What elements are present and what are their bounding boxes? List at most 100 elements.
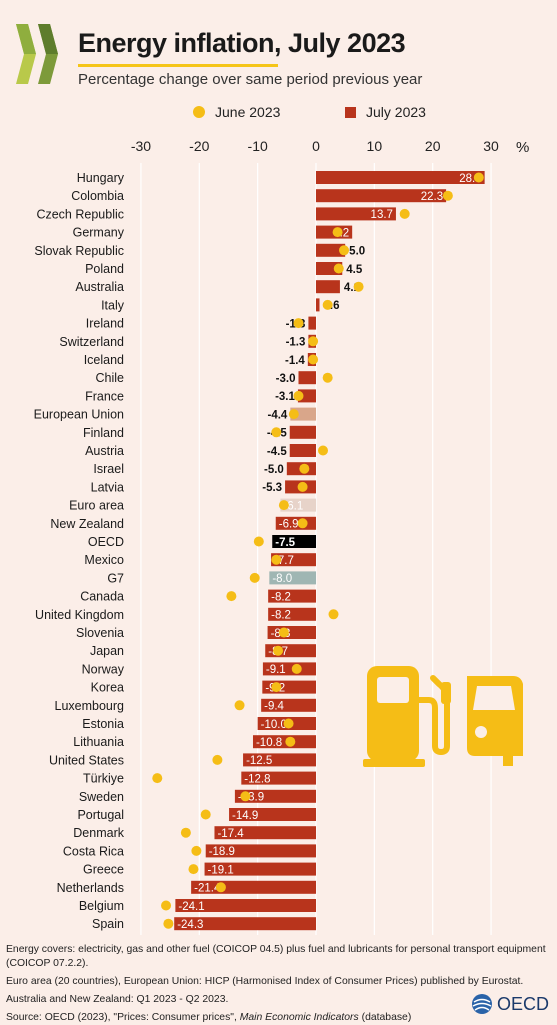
june-dot bbox=[339, 245, 350, 256]
bar-value-label: -1.4 bbox=[285, 355, 305, 367]
june-dot bbox=[212, 754, 223, 765]
bar-july bbox=[272, 535, 316, 548]
category-label: Belgium bbox=[79, 899, 124, 913]
bar-value-label: -12.8 bbox=[244, 773, 270, 785]
category-label: Israel bbox=[93, 462, 124, 476]
category-label: Ireland bbox=[86, 317, 124, 331]
june-dot bbox=[353, 281, 364, 292]
category-label: United Kingdom bbox=[35, 608, 124, 622]
category-label: United States bbox=[49, 753, 124, 767]
category-label: Iceland bbox=[84, 353, 124, 367]
category-label: Netherlands bbox=[57, 881, 124, 895]
june-dot bbox=[234, 700, 245, 711]
june-dot bbox=[332, 227, 343, 238]
category-label: New Zealand bbox=[50, 517, 124, 531]
june-dot bbox=[253, 536, 264, 547]
june-dot bbox=[297, 481, 308, 492]
june-dot bbox=[297, 518, 308, 529]
bar-july bbox=[316, 207, 396, 221]
category-label: Canada bbox=[80, 590, 124, 604]
june-dot bbox=[291, 663, 302, 674]
june-dot bbox=[293, 390, 304, 401]
category-label: Latvia bbox=[91, 480, 124, 494]
category-label: Slovak Republic bbox=[34, 244, 124, 258]
category-label: Mexico bbox=[84, 553, 124, 567]
june-dot bbox=[271, 554, 282, 565]
bar-july bbox=[297, 389, 316, 403]
category-label: Denmark bbox=[73, 826, 124, 840]
footnote-australia: Australia and New Zealand: Q1 2023 - Q2 … bbox=[6, 994, 229, 1005]
x-tick-label: 0 bbox=[312, 138, 320, 154]
bar-july bbox=[234, 789, 316, 803]
june-dot bbox=[271, 427, 282, 438]
bar-value-label: -18.9 bbox=[209, 846, 235, 858]
category-label: Greece bbox=[83, 863, 124, 877]
bar-july bbox=[174, 917, 316, 931]
category-label: Australia bbox=[75, 280, 124, 294]
bar-july bbox=[267, 626, 316, 639]
footnote-euro-area: Euro area (20 countries), European Union… bbox=[6, 976, 524, 987]
footnote-energy: Energy covers: electricity, gas and othe… bbox=[6, 944, 546, 969]
category-label: G7 bbox=[107, 571, 124, 585]
category-label: Euro area bbox=[69, 499, 124, 513]
category-label: Türkiye bbox=[83, 772, 124, 786]
june-dot bbox=[180, 827, 191, 838]
june-dot bbox=[271, 682, 282, 693]
category-label: Finland bbox=[83, 426, 124, 440]
bar-value-label: -8.2 bbox=[271, 610, 291, 622]
bar-value-label: -24.3 bbox=[177, 919, 203, 931]
x-tick-label: -20 bbox=[189, 138, 209, 154]
bar-july bbox=[214, 826, 316, 840]
category-label: Japan bbox=[90, 644, 124, 658]
legend-june: June 2023 bbox=[193, 104, 280, 120]
june-dot bbox=[152, 773, 163, 784]
bar-july bbox=[316, 171, 485, 184]
footnote-source: Source: OECD (2023), "Prices: Consumer p… bbox=[6, 1012, 412, 1023]
bar-value-label: -5.3 bbox=[262, 482, 282, 494]
bar-value-label: -8.2 bbox=[271, 591, 291, 603]
june-dot bbox=[318, 445, 329, 456]
june-dot bbox=[191, 845, 202, 856]
bar-july bbox=[280, 498, 316, 512]
june-dot bbox=[288, 409, 299, 420]
oecd-logo-text: OECD bbox=[496, 993, 549, 1014]
june-dot bbox=[322, 372, 333, 383]
june-dot bbox=[249, 572, 260, 583]
bar-value-label: -3.0 bbox=[276, 373, 296, 385]
bar-july bbox=[175, 899, 316, 912]
category-label: Poland bbox=[85, 262, 124, 276]
june-dot bbox=[308, 354, 319, 365]
category-label: Chile bbox=[96, 371, 125, 385]
bar-value-label: 22.3 bbox=[421, 191, 443, 203]
category-label: Czech Republic bbox=[36, 207, 124, 221]
page-subtitle: Percentage change over same period previ… bbox=[78, 71, 423, 88]
footnotes: Energy covers: electricity, gas and othe… bbox=[6, 943, 546, 1025]
category-label: Lithuania bbox=[73, 735, 124, 749]
june-dot bbox=[278, 627, 289, 638]
bar-july bbox=[241, 771, 316, 785]
globe-icon bbox=[471, 994, 492, 1014]
bar-july bbox=[268, 589, 316, 603]
june-dot bbox=[442, 190, 453, 201]
june-dot bbox=[188, 864, 199, 875]
oecd-chevrons-logo bbox=[16, 24, 58, 84]
bar-value-label: -4.5 bbox=[267, 446, 287, 458]
june-dot bbox=[473, 172, 484, 183]
fuel-pump-and-car-icon bbox=[363, 666, 523, 767]
x-tick-label: -30 bbox=[131, 138, 151, 154]
bar-value-label: -3.1 bbox=[275, 391, 295, 403]
category-label: Colombia bbox=[71, 189, 124, 203]
category-label: Portugal bbox=[77, 808, 124, 822]
bar-july bbox=[289, 444, 316, 457]
bar-value-label: -12.5 bbox=[246, 755, 272, 767]
june-dot bbox=[399, 208, 410, 219]
legend-square-icon bbox=[345, 106, 356, 118]
june-dot bbox=[278, 500, 289, 511]
legend-july-label: July 2023 bbox=[366, 104, 426, 120]
bar-value-label: 4.5 bbox=[346, 264, 363, 276]
bar-value-label: -4.4 bbox=[267, 409, 287, 421]
category-label: Korea bbox=[91, 681, 124, 695]
bar-july bbox=[268, 607, 316, 621]
bar-value-label: -6.9 bbox=[279, 519, 299, 531]
bar-july bbox=[316, 243, 346, 257]
